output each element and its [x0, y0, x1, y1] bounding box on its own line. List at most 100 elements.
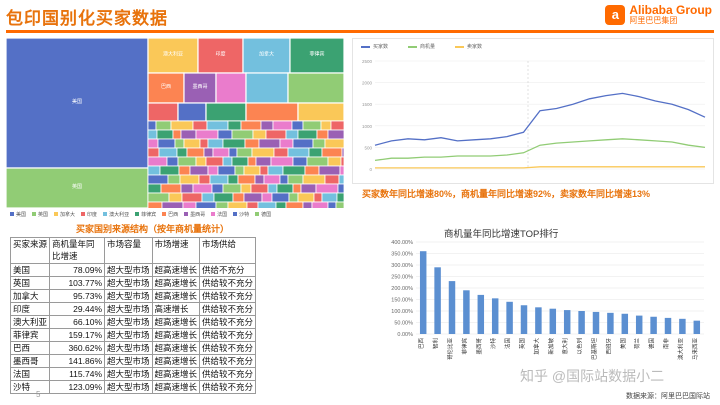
bar	[607, 312, 614, 334]
treemap-cell	[213, 192, 234, 203]
y-tick-label: 1000	[362, 124, 373, 129]
legend-label: 巴西	[168, 211, 179, 218]
bar	[549, 308, 557, 334]
source-note: 数据来源：阿里巴巴国际站	[626, 393, 710, 400]
table-cell: 供给较不充分	[199, 289, 257, 303]
bar	[506, 301, 513, 334]
table-cell: 供给较不充分	[199, 315, 257, 329]
treemap-legend-item: 菲律宾	[135, 211, 156, 218]
legend-label: 沙特	[239, 211, 250, 218]
treemap-cell	[147, 147, 160, 158]
line-legend-item: 买家数	[361, 43, 388, 50]
treemap-cell	[195, 156, 207, 167]
treemap-cell	[158, 147, 178, 158]
treemap-cell	[311, 201, 329, 208]
treemap-cell	[212, 147, 230, 158]
treemap-legend-item: 德国	[255, 211, 271, 218]
treemap-cell	[207, 165, 219, 176]
treemap-cell	[258, 138, 281, 149]
treemap-cell	[252, 129, 267, 140]
y-tick-label: 2000	[362, 81, 373, 86]
treemap-cell	[147, 201, 163, 208]
y-tick-label: 350.00%	[391, 252, 413, 258]
treemap-cell	[6, 167, 149, 208]
bar	[693, 320, 701, 334]
table-cell: 360.62%	[49, 341, 106, 355]
treemap-cell	[327, 201, 337, 208]
legend-swatch	[255, 212, 260, 216]
treemap-cell	[292, 183, 302, 194]
treemap-cell	[227, 174, 239, 185]
treemap-legend-item: 巴西	[162, 211, 178, 218]
treemap-cell	[217, 165, 236, 176]
table-cell: 超大型市场	[104, 341, 153, 355]
treemap-cell	[270, 156, 294, 167]
treemap-cell	[159, 165, 180, 176]
treemap-cell	[186, 147, 205, 158]
y-tick-label: 200.00%	[391, 286, 413, 292]
treemap-cell	[315, 183, 339, 194]
treemap-cell	[304, 165, 320, 176]
table-cell: 美国	[9, 263, 51, 277]
treemap-cell	[176, 147, 188, 158]
x-tick-label: 南非	[662, 338, 670, 350]
treemap-label: 澳大利亚	[163, 51, 183, 58]
treemap-cell	[192, 183, 213, 194]
treemap-cell	[282, 165, 306, 176]
treemap-cell	[251, 147, 275, 158]
treemap-cell	[6, 38, 149, 169]
table-cell: 超大型市场	[104, 328, 153, 342]
treemap-cell	[228, 147, 238, 158]
table-row: 澳大利亚 66.10% 超大型市场 超高速增长 供给较不充分	[9, 315, 257, 329]
table-cell: 供给较不充分	[199, 302, 257, 316]
treemap-cell	[147, 192, 170, 203]
treemap-cell	[339, 165, 344, 176]
treemap-cell	[183, 138, 201, 149]
table-cell: 巴西	[9, 341, 51, 355]
table-cell: 供给较不充分	[199, 380, 257, 394]
bar	[434, 267, 441, 334]
treemap-cell	[308, 147, 323, 158]
x-tick-label: 西班牙	[604, 338, 612, 355]
treemap-cell	[168, 192, 183, 203]
bar	[535, 307, 542, 334]
treemap-cell	[205, 156, 224, 167]
treemap-cell	[297, 129, 318, 140]
treemap-cell	[189, 165, 209, 176]
treemap-cell	[242, 38, 291, 74]
treemap-cell	[320, 120, 332, 131]
logo-text: Alibaba Group	[629, 3, 712, 17]
y-tick-label: 250.00%	[391, 275, 413, 281]
growth-bar-chart: 400.00% 350.00% 300.00% 250.00% 200.00% 150.0…	[391, 240, 704, 361]
table-header-cell: 市场容量	[104, 237, 153, 264]
legend-label: 澳大利亚	[109, 211, 130, 218]
table-cell: 超大型市场	[104, 289, 153, 303]
legend-swatch	[162, 212, 167, 216]
treemap-cell	[336, 192, 344, 203]
treemap-legend-item: 澳大利亚	[103, 211, 129, 218]
treemap-cell	[160, 183, 182, 194]
title-underline	[6, 30, 714, 33]
table-row: 菲律宾 159.17% 超大型市场 超高速增长 供给较不充分	[9, 328, 257, 342]
treemap-cell	[324, 138, 344, 149]
treemap-cell	[257, 201, 277, 208]
bar	[477, 294, 485, 334]
table-cell: 超大型市场	[104, 354, 153, 368]
bar	[491, 298, 499, 334]
treemap-cell	[240, 183, 252, 194]
table-cell: 英国	[9, 276, 51, 290]
treemap-cell	[287, 147, 310, 158]
line-legend-item: 商机量	[408, 43, 435, 50]
treemap-cell	[291, 120, 304, 131]
treemap-cell	[254, 174, 265, 185]
x-tick-label: 马来西亚	[691, 338, 699, 361]
treemap-cell	[285, 129, 299, 140]
legend-label: 买家数	[373, 44, 389, 50]
treemap-cell	[195, 201, 217, 208]
treemap-cell	[292, 156, 308, 167]
x-tick-label: 哥伦比亚	[446, 338, 454, 361]
x-tick-label: 智利	[432, 338, 440, 349]
treemap-cell	[337, 183, 344, 194]
treemap-cell	[271, 192, 290, 203]
table-cell: 菲律宾	[9, 328, 51, 342]
